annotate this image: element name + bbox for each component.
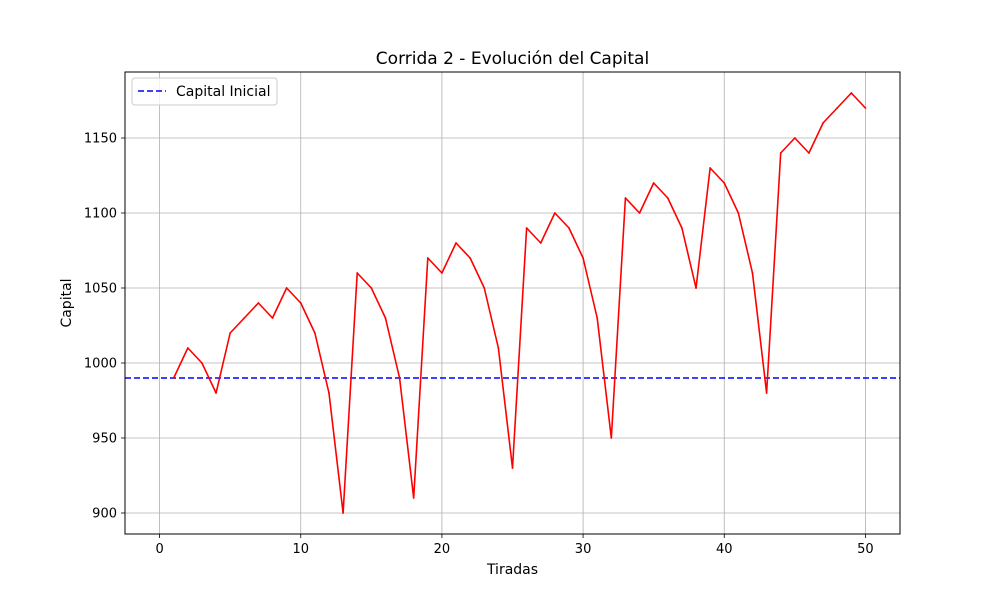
data-point — [229, 332, 232, 334]
data-point — [370, 287, 373, 289]
x-tick-label: 0 — [155, 542, 163, 557]
data-point — [793, 137, 796, 139]
data-point — [426, 257, 429, 259]
data-point — [610, 437, 613, 439]
data-point — [864, 107, 867, 109]
data-point — [469, 257, 472, 259]
x-axis-label: Tiradas — [486, 562, 538, 578]
data-point — [624, 197, 627, 199]
data-point — [553, 212, 556, 214]
data-point — [455, 242, 457, 244]
data-point — [342, 512, 344, 514]
data-point — [582, 257, 584, 259]
data-point — [808, 152, 810, 154]
series-layer — [172, 92, 867, 514]
data-point — [666, 197, 669, 199]
data-point — [398, 377, 401, 379]
y-tick-label: 1050 — [84, 282, 117, 297]
legend: Capital Inicial — [131, 77, 278, 106]
y-axis-label: Capital — [59, 278, 75, 327]
data-point — [836, 107, 839, 109]
data-point — [723, 182, 726, 184]
data-point — [568, 227, 570, 229]
data-point — [412, 497, 415, 499]
ticks: 0 10 20 30 40 50 900 950 1000 1050 1100 1150 — [84, 132, 874, 558]
data-point — [822, 122, 824, 124]
data-point — [186, 347, 189, 349]
series-line-capital — [172, 92, 866, 514]
data-point — [709, 167, 712, 169]
legend-label-capital-inicial: Capital Inicial — [176, 84, 271, 100]
x-tick-label: 10 — [292, 542, 309, 557]
data-point — [737, 212, 740, 214]
data-point — [257, 302, 260, 304]
data-point — [751, 272, 754, 274]
data-point — [356, 272, 359, 274]
data-point — [695, 287, 697, 289]
data-point — [328, 392, 330, 394]
data-point — [299, 302, 302, 304]
data-point — [525, 227, 528, 229]
x-tick-label: 30 — [575, 542, 592, 557]
y-tick-label: 1100 — [84, 207, 117, 222]
data-point — [779, 152, 782, 154]
data-point — [850, 92, 853, 94]
data-point — [285, 287, 288, 289]
y-tick-label: 1150 — [84, 132, 117, 147]
data-point — [497, 347, 500, 349]
chart-title: Corrida 2 - Evolución del Capital — [376, 49, 649, 69]
data-point — [271, 317, 274, 319]
data-point — [201, 362, 203, 364]
data-point — [384, 317, 387, 319]
y-tick-label: 900 — [92, 507, 117, 522]
data-point — [539, 242, 542, 244]
data-point — [172, 377, 175, 379]
data-point — [313, 332, 316, 334]
x-tick-label: 20 — [434, 542, 451, 557]
y-tick-label: 950 — [92, 432, 117, 447]
x-tick-label: 50 — [857, 542, 874, 557]
data-point — [483, 287, 486, 289]
data-point — [765, 392, 768, 394]
grid — [125, 72, 900, 534]
data-point — [441, 272, 443, 274]
data-point — [243, 317, 246, 319]
legend-box — [131, 77, 278, 106]
data-point — [652, 182, 655, 184]
data-point — [596, 317, 599, 319]
data-point — [511, 467, 514, 469]
x-tick-label: 40 — [716, 542, 733, 557]
data-point — [681, 227, 683, 229]
plot-frame — [124, 71, 901, 535]
data-point — [215, 392, 217, 394]
data-point — [638, 212, 641, 214]
y-tick-label: 1000 — [84, 357, 117, 372]
